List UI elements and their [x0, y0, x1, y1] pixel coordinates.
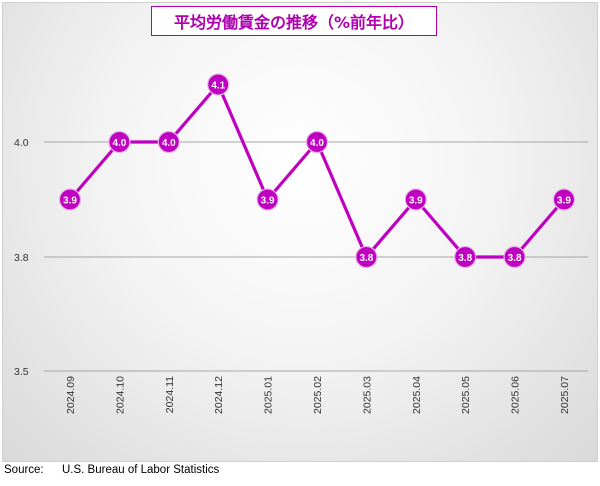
data-marker: [552, 188, 576, 211]
data-marker: [108, 130, 131, 154]
data-label: 3.8: [359, 253, 373, 264]
x-tick-label: 2024.09: [65, 376, 77, 414]
data-label: 3.8: [508, 253, 522, 264]
source-note: Source: U.S. Bureau of Labor Statistics: [4, 464, 219, 476]
chart-area: [2, 2, 598, 462]
data-label: 4.0: [112, 138, 126, 149]
x-axis-ticks: 2024.09 2024.10 2024.11 2024.12 2025.01 2025.…: [65, 376, 571, 414]
data-point: 4.0: [108, 130, 131, 154]
data-marker: [503, 245, 526, 269]
x-tick-label: 2024.10: [114, 376, 126, 414]
data-label: 4.0: [310, 138, 324, 149]
data-marker: [157, 130, 180, 154]
data-point: 4.0: [305, 130, 329, 154]
data-label: 3.9: [261, 195, 275, 206]
y-tick-label: 4.0: [14, 137, 29, 149]
x-tick-label: 2024.12: [213, 376, 225, 414]
data-label: 3.9: [409, 195, 423, 206]
data-label: 4.1: [211, 80, 225, 91]
data-label: 3.9: [63, 195, 77, 206]
source-label: Source:: [4, 464, 44, 476]
source-text: U.S. Bureau of Labor Statistics: [62, 464, 220, 476]
series-line-layer: [68, 82, 566, 259]
data-point: 4.0: [157, 130, 180, 154]
data-marker: [305, 130, 329, 154]
series-line: [68, 82, 566, 259]
x-tick-label: 2025.06: [510, 376, 522, 414]
y-tick-label: 3.5: [14, 366, 29, 378]
data-point: 3.8: [355, 245, 378, 269]
data-point: 3.9: [58, 188, 82, 211]
data-point: 3.9: [256, 188, 279, 211]
data-marker: [207, 73, 230, 96]
y-tick-label: 3.8: [14, 252, 29, 264]
x-tick-label: 2025.03: [361, 376, 373, 414]
data-marker: [404, 188, 427, 211]
data-marker: [256, 188, 279, 211]
x-tick-label: 2025.04: [411, 376, 423, 414]
y-axis-ticks: 4.0 3.8 3.5: [14, 137, 29, 378]
x-tick-label: 2025.05: [460, 376, 472, 414]
data-marker: [355, 245, 378, 269]
data-point: 3.9: [404, 188, 427, 211]
data-label: 3.8: [458, 253, 472, 264]
data-marker: [454, 245, 477, 269]
chart-title: 平均労働賃金の推移（%前年比）: [151, 6, 437, 36]
x-tick-label: 2025.01: [263, 376, 275, 414]
x-tick-label: 2025.07: [559, 376, 571, 414]
data-label: 3.9: [557, 195, 571, 206]
x-tick-label: 2024.11: [164, 376, 176, 413]
line-chart: 4.03.83.5 2024.09 2024.10 2024.11 2024.12 20…: [14, 73, 588, 414]
data-point: 3.8: [503, 245, 526, 269]
data-points: 3.9 4.0 4.0 4.1 3.9 4.0 3.8 3.9 3.8 3.8 3.9: [58, 73, 576, 269]
data-point: 4.1: [207, 73, 230, 96]
data-marker: [58, 188, 82, 211]
x-tick-label: 2025.02: [312, 376, 324, 414]
data-point: 3.8: [454, 245, 477, 269]
data-point: 3.9: [552, 188, 576, 211]
data-label: 4.0: [162, 138, 176, 149]
